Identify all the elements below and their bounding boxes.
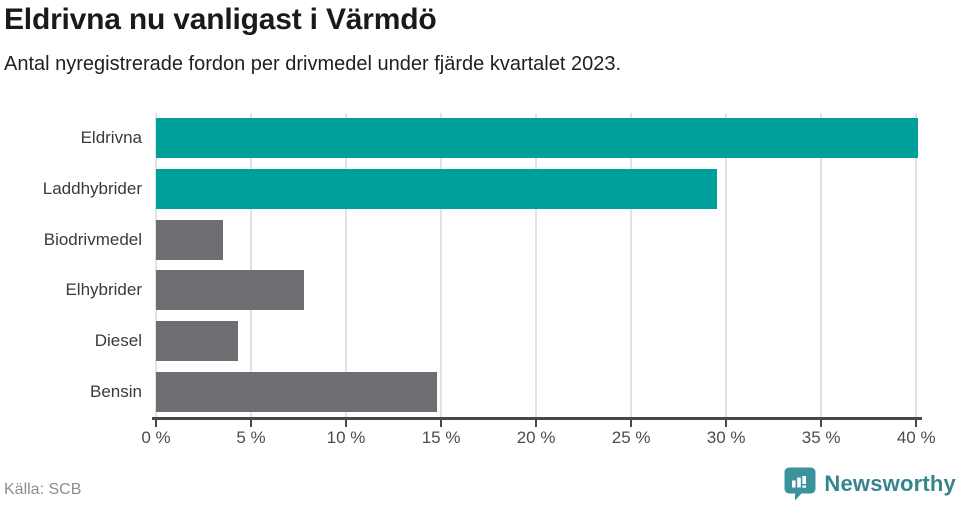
brand-logo: Newsworthy [784,467,956,501]
x-tick-30 [725,420,728,427]
gridline-40 [915,113,918,417]
bar-bensin [156,371,438,412]
bar-eldrivna [156,118,919,159]
x-tick-25 [630,420,633,427]
brand-wordmark: Newsworthy [824,471,956,496]
category-label-biodrivmedel: Biodrivmedel [43,229,142,249]
gridline-20 [535,113,538,417]
chart-subtitle: Antal nyregistrerade fordon per drivmede… [4,53,622,75]
x-tick-label-35: 35 % [801,428,841,447]
bar-diesel [156,321,238,361]
x-tick-15 [440,420,443,427]
x-tick-0 [155,420,157,427]
category-label-bensin: Bensin [90,381,142,401]
gridline-0 [155,113,157,417]
x-tick-label-30: 30 % [706,428,746,447]
x-tick-label-15: 15 % [421,428,461,447]
x-tick-5 [250,420,253,427]
gridline-35 [820,113,823,417]
gridline-30 [725,113,728,417]
x-tick-label-5: 5 % [236,428,266,447]
x-tick-label-25: 25 % [611,428,651,447]
category-label-diesel: Diesel [94,331,142,350]
x-tick-label-0: 0 % [141,428,171,447]
plot-area [155,113,920,417]
x-tick-40 [915,420,918,427]
x-tick-label-40: 40 % [896,428,936,447]
gridline-15 [440,113,443,417]
bar-elhybrider [156,270,305,311]
chart-header: Eldrivna nu vanligast i Värmdö Antal nyr… [4,2,954,77]
gridline-10 [345,113,348,417]
category-label-elhybrider: Elhybrider [65,280,142,300]
x-tick-10 [345,420,348,427]
x-tick-label-10: 10 % [326,428,366,447]
x-tick-35 [820,420,823,427]
newsworthy-bar-chart-bubble-icon [784,467,816,501]
bar-biodrivmedel [156,219,223,260]
gridline-25 [630,113,633,417]
category-axis: Eldrivna Laddhybrider Biodrivmedel Elhybrid… [0,113,142,417]
x-axis-line [152,417,922,420]
category-label-eldrivna: Eldrivna [80,128,142,148]
chart-footer: Källa: SCB Newsworthy [0,461,960,505]
category-label-laddhybrider: Laddhybrider [42,179,142,198]
chart-title: Eldrivna nu vanligast i Värmdö [4,3,437,36]
source-attribution: Källa: SCB [4,481,82,498]
x-tick-label-20: 20 % [516,428,556,447]
gridline-5 [250,113,253,417]
bar-laddhybrider [156,169,717,209]
x-tick-20 [535,420,538,427]
